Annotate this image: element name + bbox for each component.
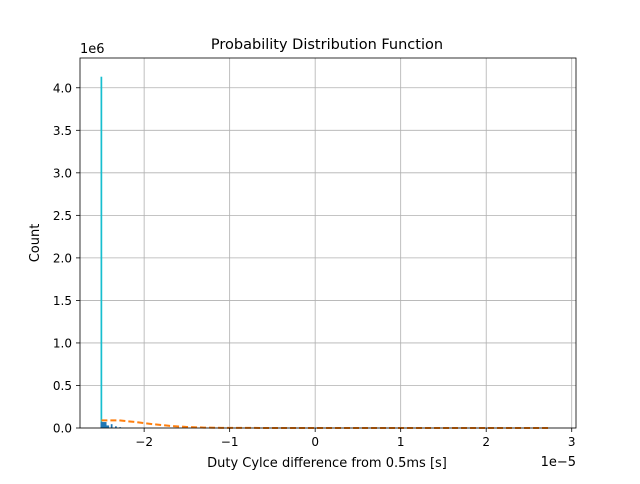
- y-axis-offset-label: 1e6: [80, 42, 105, 57]
- histogram-bar: [115, 426, 117, 428]
- y-tick-label: 3.5: [53, 124, 72, 138]
- y-tick-label: 1.0: [53, 336, 72, 350]
- histogram-bar: [100, 76, 103, 428]
- grid-lines: [80, 58, 576, 429]
- fit-curve-line: [101, 419, 551, 429]
- x-tick-label: 1: [397, 435, 405, 449]
- x-axis-label: Duty Cylce difference from 0.5ms [s]: [207, 456, 447, 471]
- histogram-bar: [106, 425, 110, 428]
- x-tick-label: −2: [135, 435, 153, 449]
- histogram-bar: [110, 424, 113, 428]
- fit-curve-layer: [101, 419, 551, 429]
- x-tick-label: 0: [311, 435, 319, 449]
- chart-title: Probability Distribution Function: [211, 37, 443, 53]
- y-axis-label: Count: [28, 224, 43, 263]
- histogram-bar: [119, 427, 122, 428]
- x-tick-label: −1: [221, 435, 239, 449]
- x-axis-offset-label: 1e−5: [541, 455, 576, 470]
- y-tick-label: 0.5: [53, 379, 72, 393]
- y-tick-label: 2.0: [53, 251, 72, 265]
- y-tick-label: 1.5: [53, 294, 72, 308]
- histogram-bar: [100, 422, 107, 428]
- x-tick-label: 3: [568, 435, 576, 449]
- plot-frame: [79, 57, 577, 429]
- x-tick-label: 2: [482, 435, 490, 449]
- y-tick-label: 3.0: [53, 166, 72, 180]
- y-tick-label: 0.0: [53, 422, 72, 436]
- tick-labels: −2 −1 0 1 2 3 0.0 0.5 1.0 1.5 2.0 2.5 3.0 3.5 4.0: [53, 81, 576, 449]
- axes: [76, 57, 577, 432]
- histogram-bars: [100, 76, 122, 428]
- y-tick-label: 4.0: [53, 81, 72, 95]
- y-tick-label: 2.5: [53, 209, 72, 223]
